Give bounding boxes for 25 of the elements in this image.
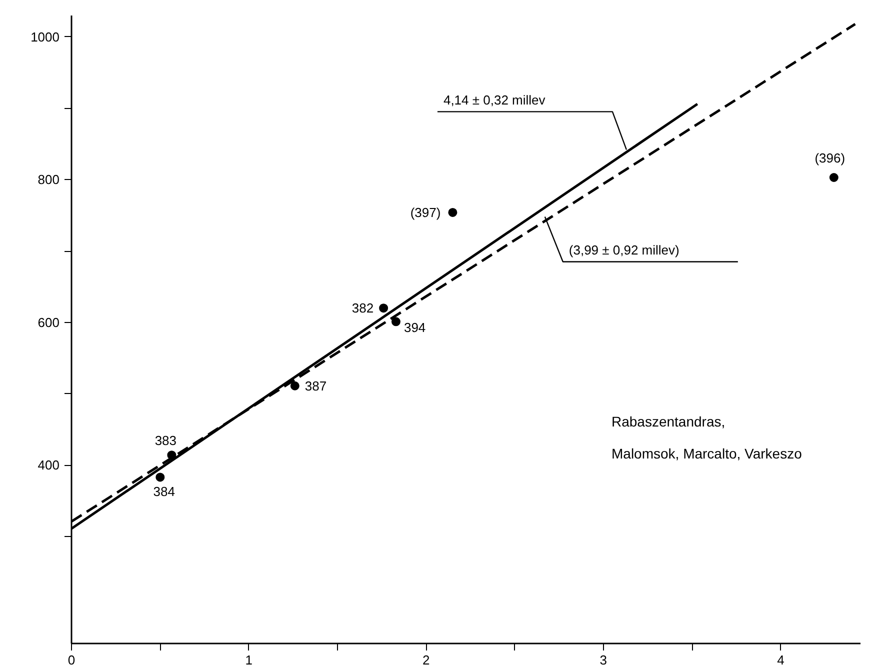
annotation: 394	[404, 320, 426, 336]
point	[829, 173, 838, 182]
annotation: 4,14 ± 0,32 millev	[443, 92, 546, 108]
x-tick-label: 2	[422, 652, 430, 668]
annotation: (396)	[814, 150, 846, 166]
y-tick-label: 800	[38, 172, 60, 188]
x-tick-label: 1	[245, 652, 252, 668]
x-tick-label: 3	[600, 652, 608, 668]
x-tick-label: 4	[777, 652, 784, 668]
y-tick-label: 1000	[30, 29, 60, 44]
annotation: 387	[304, 378, 327, 394]
y-tick-label: 600	[38, 314, 60, 330]
x-tick-label: 0	[68, 652, 76, 668]
annotation: Rabaszentandras, Malomsok, Marcalto, Varkeszo	[612, 414, 802, 462]
annotation: 384	[153, 484, 176, 500]
annotation: (3,99 ± 0,92 millev)	[568, 242, 680, 258]
point	[290, 381, 300, 390]
annotation: 382	[352, 300, 374, 316]
annotation: (397)	[410, 204, 441, 220]
point	[391, 317, 400, 326]
annotation: 383	[154, 433, 177, 448]
point	[379, 304, 388, 313]
y-tick-label: 400	[38, 458, 60, 473]
point	[156, 472, 165, 482]
point	[448, 208, 458, 217]
